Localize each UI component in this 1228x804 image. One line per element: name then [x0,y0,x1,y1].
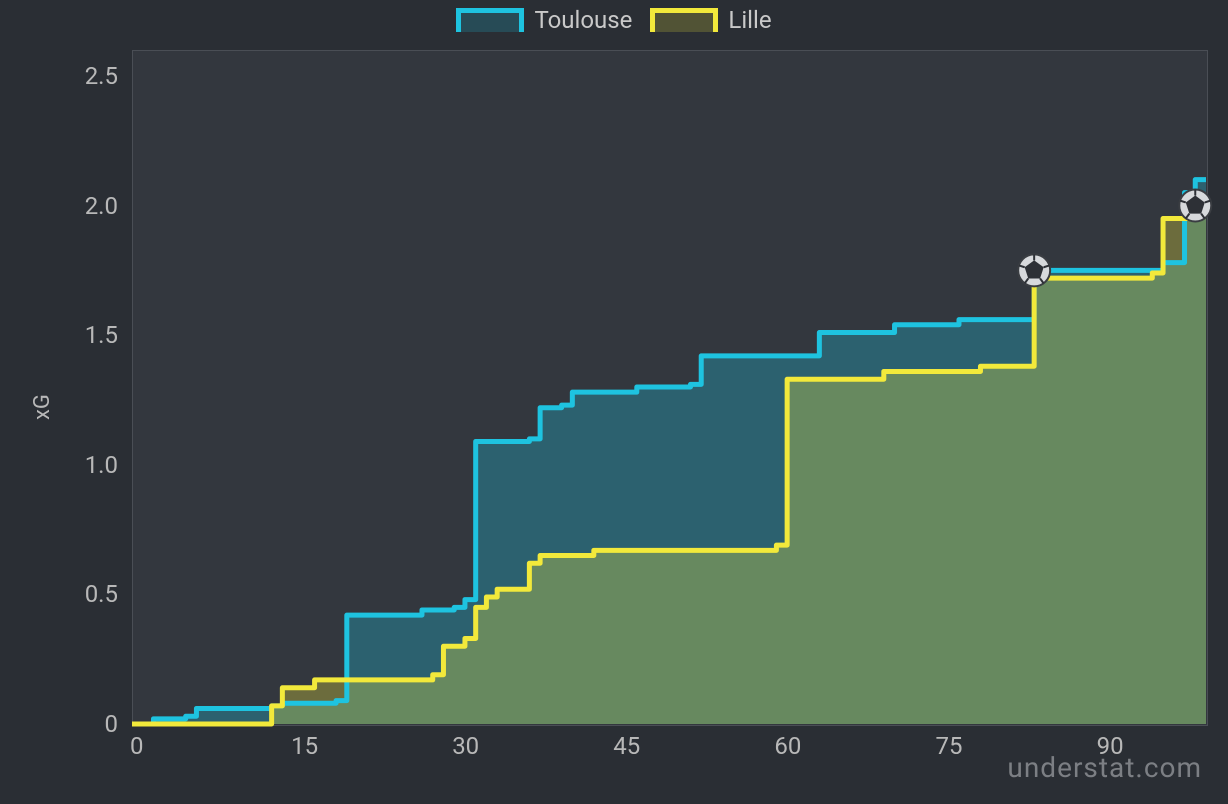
x-tick-label: 15 [291,732,318,760]
x-tick-label: 45 [613,732,640,760]
x-tick-label: 75 [936,732,963,760]
y-tick-label: 2.0 [85,192,118,220]
chart-svg [0,0,1228,804]
xg-step-chart: Toulouse Lille [0,0,1228,804]
goal-marker-icon [1179,190,1211,222]
y-tick-label: 1.0 [85,451,118,479]
goal-marker-icon [1018,254,1050,286]
x-tick-label: 60 [774,732,801,760]
x-tick-label: 30 [452,732,479,760]
y-axis-title: xG [30,394,55,420]
y-tick-label: 2.5 [85,62,118,90]
y-tick-label: 0 [105,710,119,738]
y-tick-label: 1.5 [85,321,118,349]
y-tick-label: 0.5 [85,580,118,608]
watermark: understat.com [1007,751,1202,784]
x-tick-label: 0 [130,732,144,760]
